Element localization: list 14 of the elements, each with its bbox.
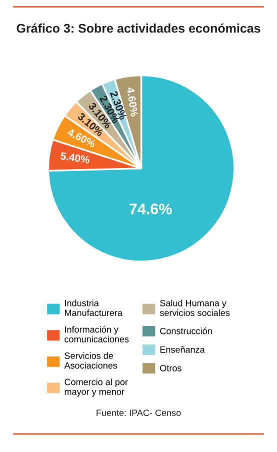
legend-label: Información y comunicaciones [64,326,129,342]
legend-label: Servicios de Asociaciones [64,352,118,369]
legend-label: Comercio al por mayor y menor [64,378,128,397]
data-label: 4.60% [126,86,138,117]
legend-label: Construcción [160,327,212,334]
legend-label: Salud Humana y servicios sociales [160,300,230,316]
legend-label: Otros [160,364,182,372]
data-label: 5.40% [60,152,90,164]
chart-title: Gráfico 3: Sobre actividades económicas [16,23,260,33]
data-label: 74.6% [130,204,172,214]
source-note: Fuente: IPAC- Censo [96,410,181,416]
legend-label: Enseñanza [160,346,205,353]
pie-slice [47,74,236,262]
legend-label: Industria Manufacturera [64,300,122,316]
